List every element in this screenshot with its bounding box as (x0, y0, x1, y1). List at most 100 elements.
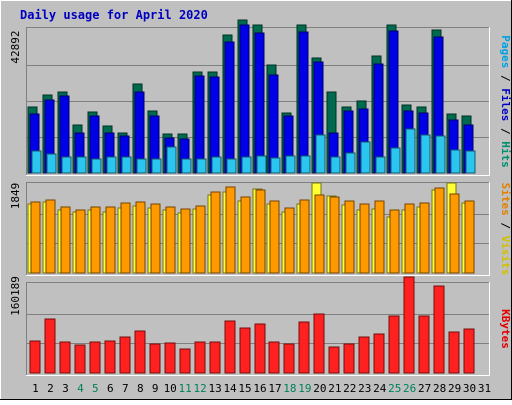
bar-sites-day-12 (195, 205, 206, 274)
bar-sites-day-13 (210, 191, 221, 274)
bar-kbytes-day-24 (373, 333, 385, 374)
legend-entry: Files (499, 88, 512, 121)
bar-sites-day-17 (269, 200, 280, 274)
bar-kbytes-day-2 (44, 318, 56, 374)
bar-pages-day-12 (196, 158, 207, 174)
bar-sites-day-22 (344, 200, 355, 274)
x-tick-label-day-21: 21 (328, 382, 341, 395)
bar-sites-day-21 (329, 196, 340, 274)
bar-kbytes-day-22 (343, 343, 355, 374)
bar-kbytes-day-15 (239, 327, 251, 374)
bar-kbytes-day-26 (403, 276, 415, 374)
bar-pages-day-18 (285, 155, 296, 174)
bar-kbytes-day-3 (59, 341, 71, 374)
panel-bottom (26, 276, 490, 376)
bar-pages-day-13 (211, 156, 222, 174)
legend-entry: Visits (499, 236, 512, 276)
bar-kbytes-day-6 (104, 340, 116, 374)
bar-sites-day-9 (150, 203, 161, 274)
bar-kbytes-day-11 (179, 348, 191, 374)
legend-entry: Pages (499, 35, 512, 68)
bar-sites-day-27 (419, 202, 430, 274)
legend-entry: / (499, 216, 512, 236)
panel-middle (26, 182, 490, 276)
bar-sites-day-3 (60, 206, 71, 274)
bar-kbytes-day-25 (388, 315, 400, 374)
x-tick-label-day-2: 2 (47, 382, 54, 395)
bar-kbytes-day-8 (134, 330, 146, 374)
bar-pages-day-20 (315, 134, 326, 174)
bar-kbytes-day-16 (254, 323, 266, 374)
x-tick-label-day-4: 4 (77, 382, 84, 395)
legend-entry: / (499, 68, 512, 88)
bar-kbytes-day-7 (119, 336, 131, 374)
series-kbytes (29, 276, 475, 374)
bar-pages-day-4 (76, 156, 87, 174)
x-tick-label-day-19: 19 (298, 382, 311, 395)
series-sites (30, 186, 475, 274)
x-tick-label-day-30: 30 (463, 382, 476, 395)
bar-kbytes-day-27 (418, 315, 430, 374)
x-tick-label-day-16: 16 (253, 382, 266, 395)
bar-sites-day-19 (299, 199, 310, 274)
series-pages (31, 128, 476, 174)
legend-entry: / (499, 121, 512, 141)
x-tick-label-day-3: 3 (62, 382, 69, 395)
bar-kbytes-day-12 (194, 341, 206, 374)
bar-sites-day-10 (165, 206, 176, 274)
bar-files-day-14 (224, 41, 235, 174)
x-tick-label-day-18: 18 (283, 382, 296, 395)
bar-sites-day-15 (240, 196, 251, 274)
bar-sites-day-11 (180, 208, 191, 274)
bar-pages-day-21 (330, 156, 341, 174)
bar-pages-day-9 (151, 158, 162, 174)
y-max-label-top: 42892 (9, 30, 22, 63)
chart-title: Daily usage for April 2020 (20, 8, 208, 22)
bar-pages-day-29 (450, 149, 461, 174)
x-tick-label-day-31: 31 (478, 382, 491, 395)
bar-pages-day-15 (241, 156, 252, 174)
x-tick-label-day-6: 6 (107, 382, 114, 395)
bar-kbytes-day-10 (164, 342, 176, 374)
bar-sites-day-1 (30, 201, 41, 274)
bar-sites-day-28 (434, 187, 445, 274)
bar-pages-day-24 (375, 156, 386, 174)
x-tick-label-day-29: 29 (448, 382, 461, 395)
bar-sites-day-25 (389, 209, 400, 274)
bar-pages-day-25 (390, 147, 401, 174)
legend-entry: KBytes (499, 309, 512, 349)
bar-kbytes-day-28 (433, 285, 445, 374)
bar-pages-day-10 (166, 146, 177, 174)
bar-pages-day-14 (226, 158, 237, 174)
y-max-label-bottom: 160189 (9, 276, 22, 316)
x-tick-label-day-22: 22 (343, 382, 356, 395)
bar-sites-day-6 (105, 206, 116, 274)
bar-pages-day-8 (136, 158, 147, 174)
bar-kbytes-day-21 (328, 346, 340, 374)
x-tick-label-day-11: 11 (179, 382, 192, 395)
bar-sites-day-18 (284, 207, 295, 274)
bar-sites-day-23 (359, 203, 370, 274)
x-tick-label-day-27: 27 (418, 382, 431, 395)
bar-sites-day-14 (225, 186, 236, 274)
x-tick-label-day-28: 28 (433, 382, 446, 395)
bar-kbytes-day-14 (224, 320, 236, 374)
bar-sites-day-16 (255, 189, 266, 274)
bar-pages-day-27 (420, 134, 431, 174)
x-tick-label-day-26: 26 (403, 382, 416, 395)
bar-pages-day-22 (345, 152, 356, 174)
bar-files-day-19 (298, 31, 309, 174)
bar-sites-day-8 (135, 201, 146, 274)
bar-kbytes-day-13 (209, 341, 221, 374)
x-tick-label-day-15: 15 (238, 382, 251, 395)
legend-bottom: KBytes (499, 309, 512, 349)
bar-sites-day-4 (75, 209, 86, 274)
bar-pages-day-28 (435, 135, 446, 174)
x-tick-label-day-10: 10 (164, 382, 177, 395)
bar-pages-day-11 (181, 158, 192, 174)
bar-pages-day-5 (91, 158, 102, 174)
y-max-label-middle: 1849 (9, 183, 22, 210)
bar-files-day-15 (239, 24, 250, 174)
